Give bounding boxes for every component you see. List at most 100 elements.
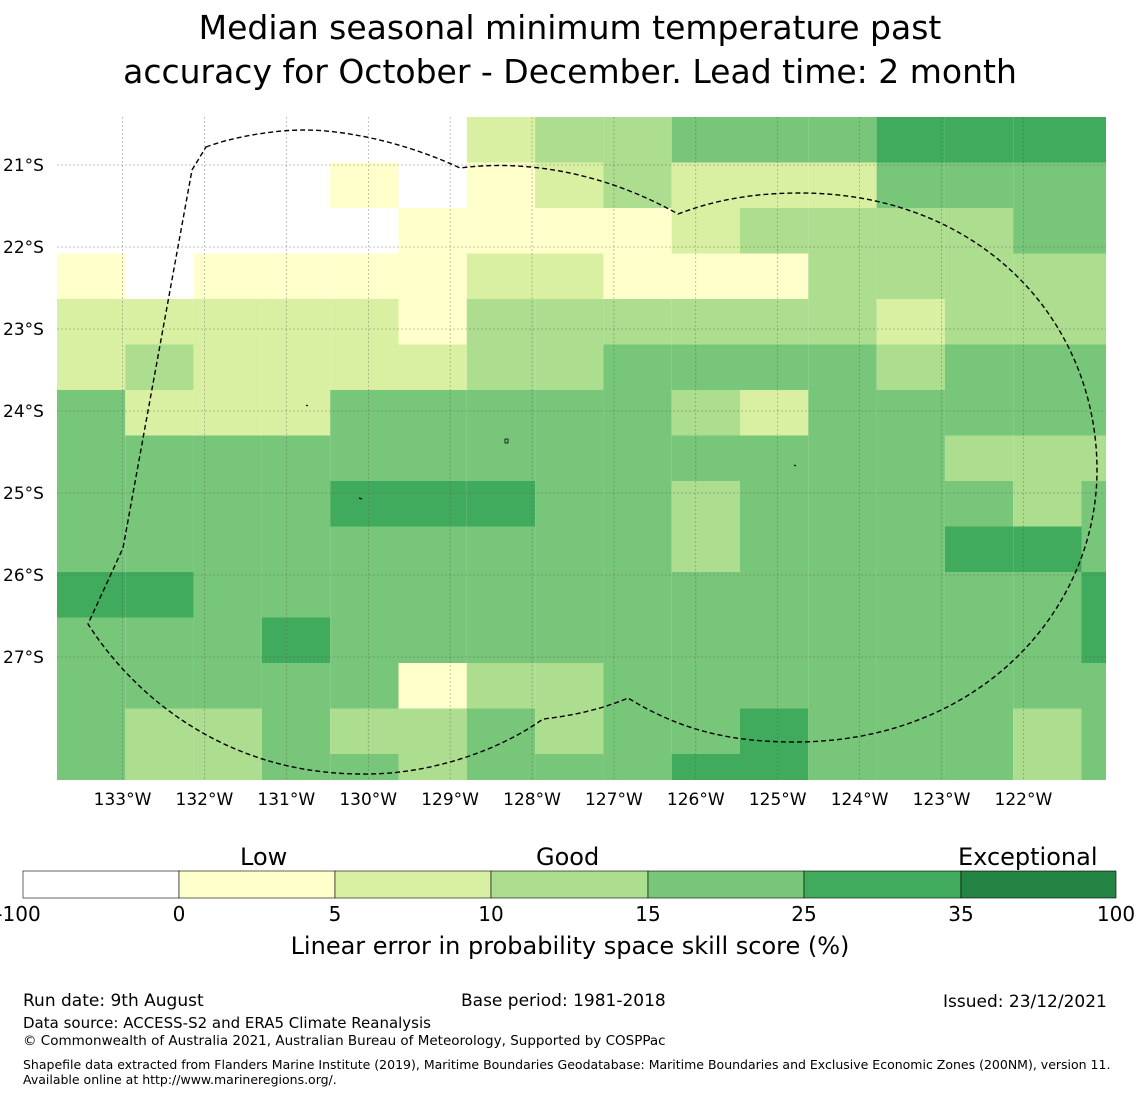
skill-cell bbox=[603, 526, 672, 572]
skill-cell bbox=[1081, 754, 1106, 780]
skill-cell bbox=[603, 481, 672, 527]
skill-cell bbox=[57, 208, 126, 254]
skill-cell bbox=[398, 344, 467, 390]
longitude-tick-label: 123°W bbox=[913, 790, 971, 810]
skill-cell bbox=[876, 617, 945, 663]
skill-cell bbox=[466, 617, 536, 663]
skill-cell bbox=[330, 708, 399, 754]
skill-cell bbox=[535, 526, 604, 572]
skill-cell bbox=[398, 708, 467, 754]
skill-cell bbox=[261, 117, 331, 163]
skill-cell bbox=[876, 162, 945, 208]
skill-cell bbox=[330, 117, 399, 163]
skill-cell bbox=[193, 435, 262, 481]
skill-cell bbox=[57, 708, 126, 754]
skill-cell bbox=[808, 390, 877, 436]
skill-cell bbox=[466, 162, 536, 208]
skill-cell bbox=[808, 754, 877, 780]
skill-cell bbox=[261, 708, 331, 754]
skill-cell bbox=[535, 162, 604, 208]
skill-cell bbox=[603, 208, 672, 254]
skill-cell bbox=[125, 435, 194, 481]
skill-cell bbox=[57, 390, 126, 436]
skill-cell bbox=[125, 344, 194, 390]
skill-cell bbox=[1013, 481, 1082, 527]
skill-cell bbox=[193, 344, 262, 390]
skill-cell bbox=[1013, 617, 1082, 663]
skill-grid-cells bbox=[57, 117, 1106, 780]
skill-cell bbox=[876, 299, 945, 345]
skill-cell bbox=[535, 435, 604, 481]
colorbar-swatches bbox=[22, 870, 1117, 899]
skill-cell bbox=[944, 390, 1014, 436]
skill-cell bbox=[944, 253, 1014, 299]
skill-cell bbox=[603, 253, 672, 299]
skill-cell bbox=[876, 663, 945, 709]
skill-cell bbox=[671, 299, 740, 345]
islet-markers bbox=[305, 404, 797, 500]
skill-cell bbox=[740, 526, 809, 572]
colorbar-swatch bbox=[178, 870, 336, 899]
skill-cell bbox=[603, 617, 672, 663]
skill-cell bbox=[398, 253, 467, 299]
skill-cell bbox=[398, 481, 467, 527]
skill-cell bbox=[740, 708, 809, 754]
skill-cell bbox=[193, 754, 262, 780]
islet-4 bbox=[358, 497, 363, 500]
colorbar-title: Linear error in probability space skill … bbox=[290, 932, 850, 960]
skill-cell bbox=[125, 572, 194, 618]
skill-cell bbox=[671, 435, 740, 481]
skill-cell bbox=[466, 344, 536, 390]
colorbar-tick: 100 bbox=[1096, 902, 1136, 926]
skill-cell bbox=[671, 481, 740, 527]
longitude-tick-label: 126°W bbox=[667, 790, 725, 810]
skill-cell bbox=[808, 208, 877, 254]
colorbar-tick: 25 bbox=[791, 902, 817, 926]
skill-cell bbox=[466, 526, 536, 572]
skill-cell bbox=[466, 435, 536, 481]
skill-cell bbox=[603, 663, 672, 709]
skill-cell bbox=[261, 435, 331, 481]
skill-cell bbox=[740, 754, 809, 780]
skill-cell bbox=[330, 208, 399, 254]
skill-cell bbox=[740, 572, 809, 618]
longitude-tick-label: 124°W bbox=[831, 790, 889, 810]
skill-cell bbox=[57, 162, 126, 208]
skill-cell bbox=[261, 253, 331, 299]
skill-cell bbox=[740, 162, 809, 208]
skill-cell bbox=[466, 253, 536, 299]
skill-cell bbox=[193, 481, 262, 527]
skill-cell bbox=[535, 117, 604, 163]
skill-cell bbox=[603, 435, 672, 481]
skill-cell bbox=[330, 663, 399, 709]
skill-cell bbox=[330, 435, 399, 481]
skill-cell bbox=[1081, 253, 1106, 299]
skill-cell bbox=[330, 526, 399, 572]
colorbar-tick: 35 bbox=[948, 902, 974, 926]
skill-cell bbox=[740, 344, 809, 390]
skill-cell bbox=[261, 162, 331, 208]
skill-cell bbox=[808, 663, 877, 709]
skill-cell bbox=[876, 754, 945, 780]
skill-cell bbox=[944, 572, 1014, 618]
skill-cell bbox=[808, 435, 877, 481]
skill-cell bbox=[125, 390, 194, 436]
skill-cell bbox=[193, 162, 262, 208]
skill-cell bbox=[1081, 663, 1106, 709]
skill-cell bbox=[330, 253, 399, 299]
skill-cell bbox=[57, 435, 126, 481]
skill-cell bbox=[671, 754, 740, 780]
skill-cell bbox=[261, 617, 331, 663]
skill-cell bbox=[1081, 208, 1106, 254]
skill-cell bbox=[398, 572, 467, 618]
skill-cell bbox=[466, 663, 536, 709]
skill-cell bbox=[944, 754, 1014, 780]
longitude-tick-label: 127°W bbox=[585, 790, 643, 810]
skill-cell bbox=[1081, 162, 1106, 208]
skill-cell bbox=[876, 208, 945, 254]
skill-cell bbox=[1013, 208, 1082, 254]
latitude-tick-label: 21°S bbox=[3, 156, 44, 176]
colorbar-tick: -100 bbox=[0, 902, 41, 926]
skill-cell bbox=[57, 344, 126, 390]
skill-cell bbox=[57, 663, 126, 709]
